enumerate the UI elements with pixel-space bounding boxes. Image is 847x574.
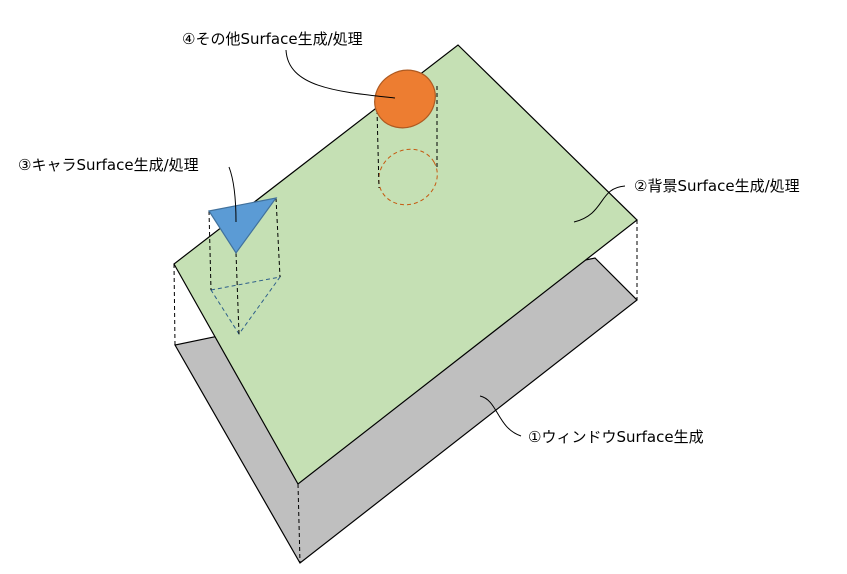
character-projection [210, 276, 282, 335]
character-vertical-guides [208, 197, 281, 335]
callout-leaders [228, 49, 626, 437]
leader-other [285, 49, 396, 99]
other-ellipse [374, 69, 436, 129]
leader-window [479, 395, 522, 437]
label-other: ④その他Surface生成/処理 [182, 30, 363, 48]
character-triangle [208, 197, 278, 255]
leader-character [228, 166, 237, 223]
background-surface [173, 44, 638, 485]
label-window: ①ウィンドウSurface生成 [528, 428, 704, 446]
label-background: ②背景Surface生成/処理 [634, 177, 800, 195]
layer-connector-lines [173, 220, 638, 564]
leader-background [573, 185, 626, 223]
label-character: ③キャラSurface生成/処理 [18, 156, 199, 174]
other-vertical-guides [376, 86, 438, 189]
other-projection-ellipse [378, 148, 438, 206]
